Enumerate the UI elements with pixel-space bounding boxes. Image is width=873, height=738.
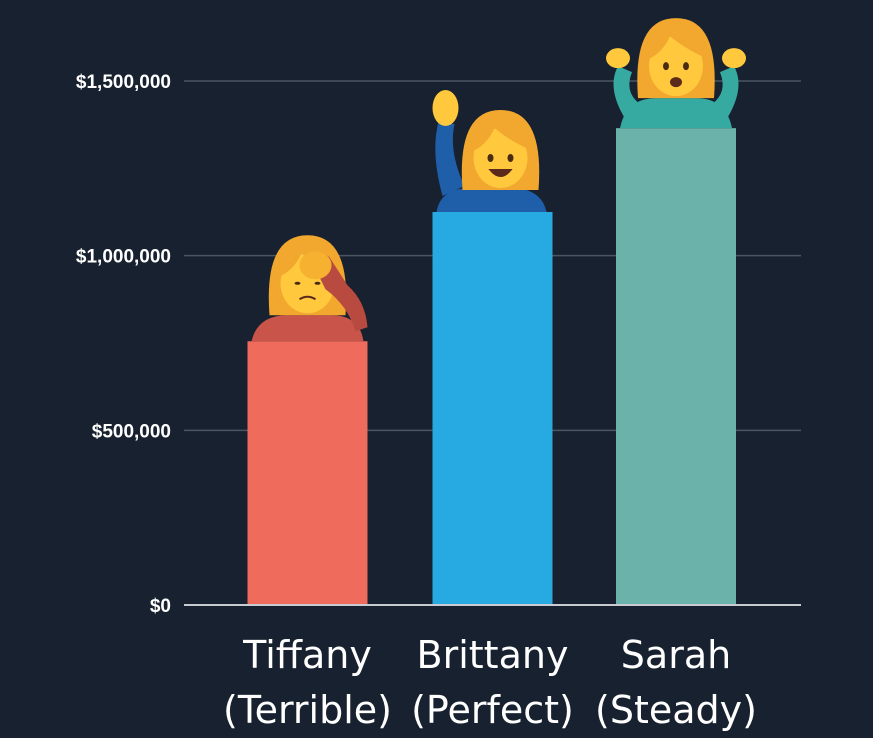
person-facepalming-icon xyxy=(251,235,368,342)
x-category-label: Sarah xyxy=(621,633,731,677)
x-category-label: (Perfect) xyxy=(411,688,574,732)
bar xyxy=(616,128,736,605)
x-category-label: Tiffany xyxy=(242,633,372,677)
x-category-label: (Steady) xyxy=(595,688,757,732)
y-tick-label: $500,000 xyxy=(92,421,171,442)
x-category-label: (Terrible) xyxy=(223,688,392,732)
person-shrugging-icon xyxy=(606,18,746,129)
x-category-label: Brittany xyxy=(417,633,569,677)
person-raising-hand-icon xyxy=(432,90,547,212)
y-tick-label: $0 xyxy=(150,596,171,617)
bar xyxy=(432,212,553,605)
y-tick-label: $1,500,000 xyxy=(76,72,171,93)
y-tick-label: $1,000,000 xyxy=(76,247,171,268)
bar xyxy=(247,341,368,605)
